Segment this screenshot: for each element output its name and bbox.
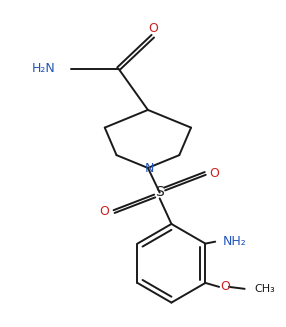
Text: S: S (155, 185, 164, 199)
Text: O: O (220, 280, 230, 293)
Text: O: O (210, 167, 220, 180)
Text: H₂N: H₂N (32, 62, 56, 75)
Text: CH₃: CH₃ (255, 284, 275, 294)
Text: NH₂: NH₂ (223, 235, 247, 248)
Text: O: O (148, 22, 158, 35)
Text: N: N (145, 163, 154, 175)
Text: O: O (99, 205, 109, 218)
